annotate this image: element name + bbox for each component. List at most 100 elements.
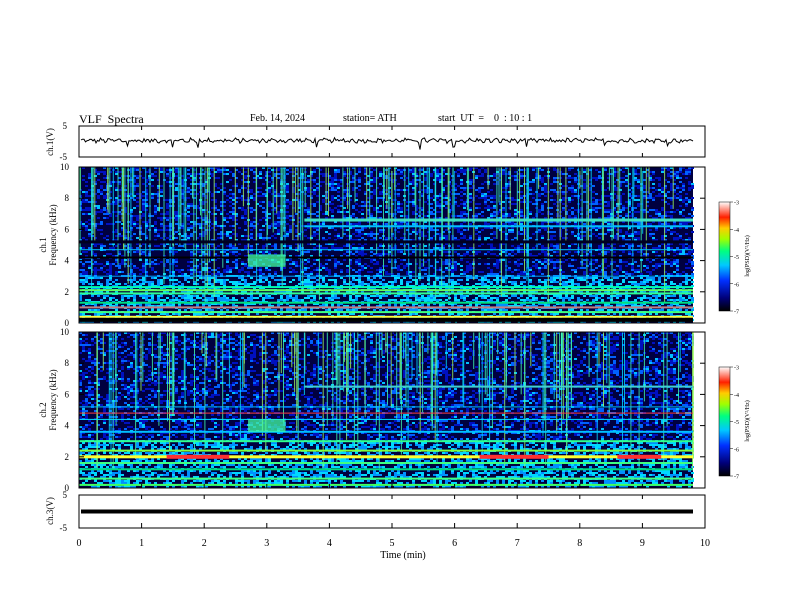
spectrogram-pixel	[511, 199, 514, 201]
spectrogram-pixel	[94, 277, 97, 279]
spectrogram-pixel	[334, 229, 337, 231]
spectrogram-pixel	[310, 191, 313, 193]
spectrogram-pixel	[517, 231, 520, 233]
spectrogram-pixel	[586, 265, 589, 267]
spectrogram-pixel	[130, 273, 133, 275]
spectrogram-pixel	[175, 187, 178, 189]
spectrogram-pixel	[643, 209, 646, 211]
spectrogram-pixel	[385, 271, 388, 273]
spectrogram-pixel	[358, 277, 361, 279]
spectrogram-pixel	[460, 181, 463, 183]
spectrogram-pixel	[607, 211, 610, 213]
spectrogram-pixel	[670, 263, 673, 265]
spectrogram-pixel	[88, 213, 91, 215]
spectrogram-pixel	[307, 237, 310, 239]
spectrogram-pixel	[466, 253, 469, 255]
spectrogram-pixel	[367, 213, 370, 215]
spectrogram-pixel	[232, 229, 235, 231]
spectrogram-pixel	[337, 179, 340, 181]
spectrogram-pixel	[427, 259, 430, 261]
spectrogram-pixel	[187, 239, 190, 241]
spectrogram-pixel	[334, 189, 337, 191]
spectrogram-pixel	[238, 277, 241, 279]
spectrogram-pixel	[436, 229, 439, 231]
spectrogram-pixel	[679, 191, 682, 193]
spectrogram-pixel	[562, 283, 565, 285]
spectrogram-pixel	[673, 195, 676, 197]
spectrogram-pixel	[97, 205, 100, 207]
spectrogram-pixel	[367, 233, 370, 235]
spectrogram-pixel	[130, 215, 133, 217]
spectrogram-pixel	[295, 243, 298, 245]
spectrogram-pixel	[589, 251, 592, 253]
spectrogram-pixel	[661, 243, 664, 245]
spectrogram-pixel	[94, 211, 97, 213]
spectrogram-pixel	[193, 179, 196, 181]
spectrogram-pixel	[187, 177, 190, 179]
spectrogram-pixel	[85, 199, 88, 201]
spectrogram-pixel	[490, 215, 493, 217]
spectrogram-pixel	[271, 183, 274, 185]
spectrogram-pixel	[367, 221, 370, 223]
spectrogram-pixel	[463, 213, 466, 215]
spectrogram-pixel	[241, 267, 244, 269]
spectrogram-pixel	[511, 251, 514, 253]
spectrogram-pixel	[670, 283, 673, 285]
spectrogram-pixel	[115, 279, 118, 281]
spectrogram-pixel	[133, 279, 136, 281]
spectrogram-pixel	[682, 223, 685, 225]
spectrogram-pixel	[613, 247, 616, 249]
spectrogram-pixel	[196, 173, 199, 175]
spectrogram-pixel	[82, 199, 85, 201]
spectrogram-pixel	[130, 193, 133, 195]
spectrogram-pixel	[421, 263, 424, 265]
spectrogram-pixel	[85, 225, 88, 227]
spectrogram-pixel	[616, 229, 619, 231]
spectrogram-pixel	[115, 273, 118, 275]
spectrogram-pixel	[187, 189, 190, 191]
spectrogram-pixel	[316, 239, 319, 241]
spectrogram-pixel	[217, 171, 220, 173]
spectrogram-pixel	[361, 213, 364, 215]
spectrogram-pixel	[571, 207, 574, 209]
spectrogram-pixel	[262, 211, 265, 213]
spectrogram-pixel	[634, 195, 637, 197]
spectrogram-pixel	[286, 201, 289, 203]
spectrogram-pixel	[661, 171, 664, 173]
spectrogram-pixel	[259, 205, 262, 207]
spectrogram-pixel	[334, 197, 337, 199]
spectrogram-pixel	[184, 279, 187, 281]
spectrogram-pixel	[580, 261, 583, 263]
spectrogram-pixel	[190, 203, 193, 205]
spectrogram-pixel	[286, 223, 289, 225]
spectrogram-pixel	[655, 285, 658, 287]
spectrogram-pixel	[259, 267, 262, 269]
spectrogram-pixel	[136, 237, 139, 239]
spectrogram-pixel	[166, 211, 169, 213]
spectrogram-pixel	[400, 263, 403, 265]
spectrogram-pixel	[379, 229, 382, 231]
spectrogram-pixel	[586, 259, 589, 261]
spectrogram-pixel	[553, 179, 556, 181]
spectrogram-pixel	[466, 215, 469, 217]
spectrogram-pixel	[106, 223, 109, 225]
spectrogram-pixel	[550, 269, 553, 271]
spectrogram-pixel	[205, 201, 208, 203]
spectrogram-pixel	[568, 181, 571, 183]
spectrogram-pixel	[145, 179, 148, 181]
spectrogram-pixel	[286, 199, 289, 201]
spectrogram-pixel	[658, 279, 661, 281]
spectrogram-pixel	[655, 217, 658, 219]
spectrogram-pixel	[241, 269, 244, 271]
spectrogram-pixel	[568, 217, 571, 219]
spectrogram-pixel	[391, 273, 394, 275]
spectrogram-pixel	[355, 229, 358, 231]
spectrogram-pixel	[124, 259, 127, 261]
spectrogram-pixel	[415, 263, 418, 265]
spectrogram-pixel	[109, 191, 112, 193]
spectrogram-pixel	[436, 201, 439, 203]
spectrogram-pixel	[88, 207, 91, 209]
spectrogram-pixel	[520, 271, 523, 273]
spectrogram-pixel	[286, 185, 289, 187]
spectrogram-pixel	[487, 285, 490, 287]
